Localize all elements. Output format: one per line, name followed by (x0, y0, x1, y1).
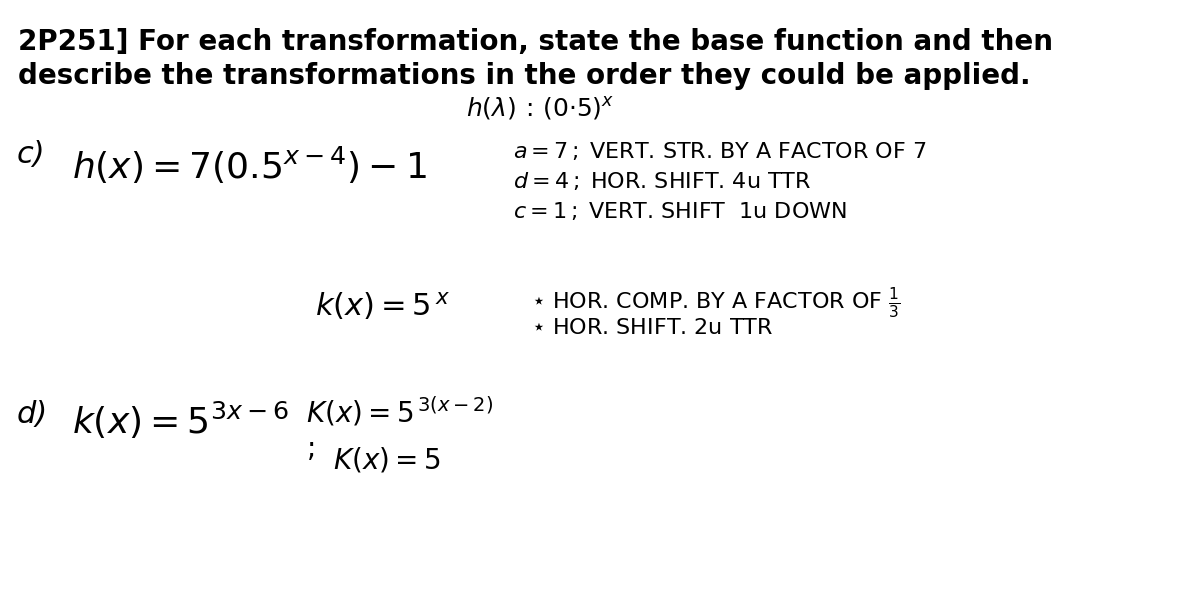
Text: 2P251] For each transformation, state the base function and then: 2P251] For each transformation, state th… (18, 28, 1052, 56)
Text: d): d) (16, 400, 48, 429)
Text: $;\;$: $;\;$ (306, 435, 314, 463)
Text: $K(x) = 5^{\,3(x-2)}$: $K(x) = 5^{\,3(x-2)}$ (306, 395, 493, 429)
Text: $\star$ HOR. SHIFT. 2u TTR: $\star$ HOR. SHIFT. 2u TTR (530, 318, 773, 338)
Text: $k(x) = 5^{3x-6}$: $k(x) = 5^{3x-6}$ (72, 400, 289, 441)
Text: $a{=}7\,;\;$VERT. STR. BY A FACTOR OF 7: $a{=}7\,;\;$VERT. STR. BY A FACTOR OF 7 (512, 140, 926, 162)
Text: $d{=}4\,;\;$HOR. SHIFT. 4u TTR: $d{=}4\,;\;$HOR. SHIFT. 4u TTR (512, 170, 811, 192)
Text: $c{=}1\,;\;$VERT. SHIFT  1u DOWN: $c{=}1\,;\;$VERT. SHIFT 1u DOWN (512, 200, 847, 222)
Text: $K(x) = 5$: $K(x) = 5$ (332, 445, 440, 474)
Text: describe the transformations in the order they could be applied.: describe the transformations in the orde… (18, 62, 1031, 90)
Text: $\star$ HOR. COMP. BY A FACTOR OF $\frac{1}{3}$: $\star$ HOR. COMP. BY A FACTOR OF $\frac… (530, 285, 900, 320)
Text: $h(\lambda) \,:\, (0{\cdot}5)^x$: $h(\lambda) \,:\, (0{\cdot}5)^x$ (466, 95, 614, 122)
Text: c): c) (16, 140, 44, 169)
Text: $k(x) = 5^{\,x}$: $k(x) = 5^{\,x}$ (314, 290, 450, 322)
Text: $h(x) = 7(0.5^{x-4}) - 1$: $h(x) = 7(0.5^{x-4}) - 1$ (72, 145, 427, 186)
